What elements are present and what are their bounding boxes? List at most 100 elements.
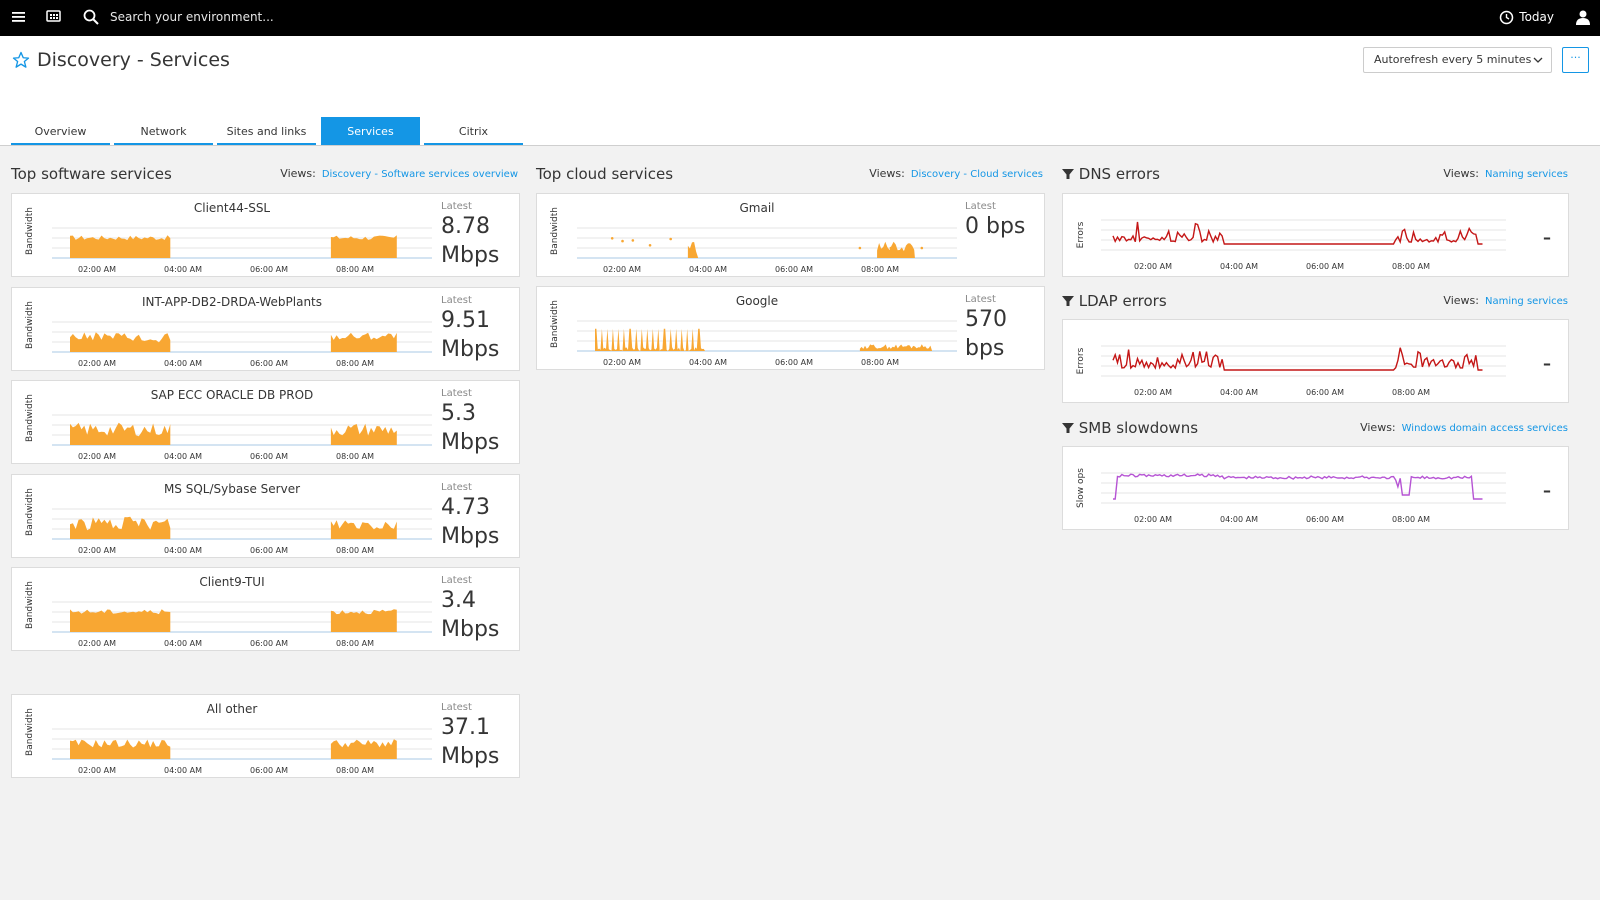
chevron-down-icon <box>1533 57 1543 63</box>
time-tick-label: 02:00 AM <box>1134 262 1172 271</box>
ldap-errors-tile[interactable]: Errors 02:00 AM 04:00 AM 06:00 AM 08:00 AM – <box>1062 319 1569 403</box>
all-other-tile[interactable]: All other Bandwidth 02:00 AM 04:00 AM 06:00 … <box>11 694 520 778</box>
bandwidth-area <box>687 242 699 258</box>
star-favorite-icon[interactable] <box>12 51 30 69</box>
bandwidth-sparkline: 02:00 AM 04:00 AM 06:00 AM 08:00 AM <box>52 601 432 648</box>
time-tick-label: 06:00 AM <box>250 265 288 274</box>
windows-domain-access-link[interactable]: Windows domain access services <box>1401 423 1568 434</box>
clock-icon[interactable] <box>1499 10 1514 25</box>
tile-title: Client44-SSL <box>193 201 271 215</box>
bandwidth-area <box>70 422 171 445</box>
latest-label: Latest <box>441 575 472 586</box>
tab-network[interactable]: Network <box>114 117 213 145</box>
smb-slowdowns-label: SMB slowdowns <box>1078 419 1199 437</box>
data-point <box>858 246 862 250</box>
time-tick-label: 08:00 AM <box>336 452 374 461</box>
time-tick-label: 04:00 AM <box>1220 262 1258 271</box>
smb-slowdowns-title: SMB slowdowns <box>1062 419 1198 437</box>
views-label: Views: <box>869 167 905 180</box>
filter-icon <box>1062 423 1074 433</box>
time-tick-label: 02:00 AM <box>78 546 116 555</box>
cloud-services-title: Top cloud services <box>536 165 674 183</box>
latest-unit: Mbps <box>441 243 500 268</box>
latest-label: Latest <box>441 702 472 713</box>
timeframe-selector[interactable]: Today <box>1519 10 1554 24</box>
data-point <box>920 246 924 250</box>
smb-slowdowns-tile-line <box>1113 473 1483 500</box>
software-service-tile[interactable]: Client9-TUI Bandwidth 02:00 AM 04:00 AM 06:0… <box>11 567 520 651</box>
ldap-views: Views: Naming services <box>1350 294 1568 307</box>
time-tick-label: 08:00 AM <box>336 546 374 555</box>
cloud-services-link[interactable]: Discovery - Cloud services <box>910 169 1043 180</box>
time-tick-label: 04:00 AM <box>1220 515 1258 524</box>
time-tick-label: 02:00 AM <box>1134 515 1172 524</box>
software-service-tile[interactable]: INT-APP-DB2-DRDA-WebPlants Bandwidth 02:00… <box>11 286 520 371</box>
tile-title: MS SQL/Sybase Server <box>163 481 301 496</box>
data-point <box>631 239 635 242</box>
latest-value: 9.51 Mbps <box>441 306 499 364</box>
time-tick-label: 04:00 AM <box>164 359 202 368</box>
ldap-errors-tile-line <box>1112 347 1483 371</box>
bandwidth-area <box>70 331 171 352</box>
hamburger-menu-icon[interactable] <box>12 11 26 23</box>
bandwidth-sparkline: 02:00 AM 04:00 AM 06:00 AM 08:00 AM <box>52 508 432 555</box>
software-services-title: Top software services <box>11 165 172 183</box>
dns-errors-tile-line <box>1112 221 1483 245</box>
more-options-button[interactable]: ··· <box>1562 47 1589 73</box>
ldap-errors-label: LDAP errors <box>1078 292 1167 310</box>
bandwidth-sparkline: 02:00 AM 04:00 AM 06:00 AM 08:00 AM <box>577 320 957 367</box>
smb-slowdowns-tile[interactable]: Slow ops 02:00 AM 04:00 AM 06:00 AM 08:00 AM… <box>1062 446 1569 530</box>
search-input[interactable]: Search your environment... <box>110 10 274 24</box>
latest-number: 0 bps <box>965 214 1026 239</box>
dns-errors-tile[interactable]: Errors 02:00 AM 04:00 AM 06:00 AM 08:00 AM – <box>1062 193 1569 277</box>
smb-views: Views: Windows domain access services <box>1290 421 1568 434</box>
latest-value: 37.1 Mbps <box>441 713 499 771</box>
time-tick-label: 04:00 AM <box>164 639 202 648</box>
user-icon[interactable] <box>1576 10 1590 25</box>
filter-icon <box>1062 169 1074 179</box>
tab-services[interactable]: Services <box>321 117 420 145</box>
latest-number: 570 <box>965 307 1007 332</box>
latest-value: 3.4 Mbps <box>441 586 499 644</box>
tab-citrix[interactable]: Citrix <box>424 117 523 145</box>
data-point <box>610 237 614 240</box>
latest-value: – <box>1543 354 1551 373</box>
time-tick-label: 02:00 AM <box>78 639 116 648</box>
time-tick-label: 04:00 AM <box>164 452 202 461</box>
tile-title: INT-APP-DB2-DRDA-WebPlants <box>141 294 323 309</box>
bandwidth-area <box>70 609 171 632</box>
y-axis-label: Bandwidth <box>550 300 560 348</box>
bandwidth-area <box>330 609 397 632</box>
latest-label: Latest <box>441 294 472 306</box>
naming-services-link[interactable]: Naming services <box>1484 296 1568 307</box>
software-service-tile[interactable]: SAP ECC ORACLE DB PROD Bandwidth 02:00 AM 0… <box>11 380 520 464</box>
time-tick-label: 08:00 AM <box>336 639 374 648</box>
tile-title: Gmail <box>739 201 775 215</box>
autorefresh-label: Autorefresh every 5 minutes <box>1374 53 1532 66</box>
software-service-tile[interactable]: Client44-SSL Bandwidth 02:00 AM 04:00 AM 06:… <box>11 193 520 277</box>
software-service-tile[interactable]: MS SQL/Sybase Server Bandwidth 02:00 AM 04:… <box>11 473 520 558</box>
time-tick-label: 04:00 AM <box>689 358 727 367</box>
cloud-service-tile[interactable]: Gmail Bandwidth 02:00 AM 04:00 AM 06:00 AM 08… <box>536 193 1045 277</box>
time-tick-label: 08:00 AM <box>861 265 899 274</box>
tab-sites-and-links[interactable]: Sites and links <box>217 117 316 145</box>
cloud-service-tile[interactable]: Google Bandwidth 02:00 AM 04:00 AM 06:00 AM 0… <box>536 286 1045 370</box>
time-tick-label: 02:00 AM <box>603 358 641 367</box>
naming-services-link[interactable]: Naming services <box>1484 169 1568 180</box>
bandwidth-area <box>877 241 915 258</box>
latest-unit: Mbps <box>441 430 500 455</box>
time-tick-label: 06:00 AM <box>250 639 288 648</box>
search-icon[interactable] <box>83 9 99 25</box>
software-services-overview-link[interactable]: Discovery - Software services overview <box>321 169 518 180</box>
dashboard-icon[interactable] <box>46 10 62 24</box>
y-axis-label: Bandwidth <box>25 581 35 629</box>
time-tick-label: 04:00 AM <box>164 766 202 775</box>
data-point <box>648 244 652 247</box>
tile-title: Google <box>735 294 779 308</box>
tab-overview[interactable]: Overview <box>11 117 110 145</box>
latest-value: 0 bps <box>965 212 1025 241</box>
autorefresh-dropdown[interactable]: Autorefresh every 5 minutes <box>1363 47 1552 73</box>
y-axis-label: Bandwidth <box>550 207 560 255</box>
filter-icon <box>1062 296 1074 306</box>
latest-number: 3.4 <box>441 588 476 613</box>
